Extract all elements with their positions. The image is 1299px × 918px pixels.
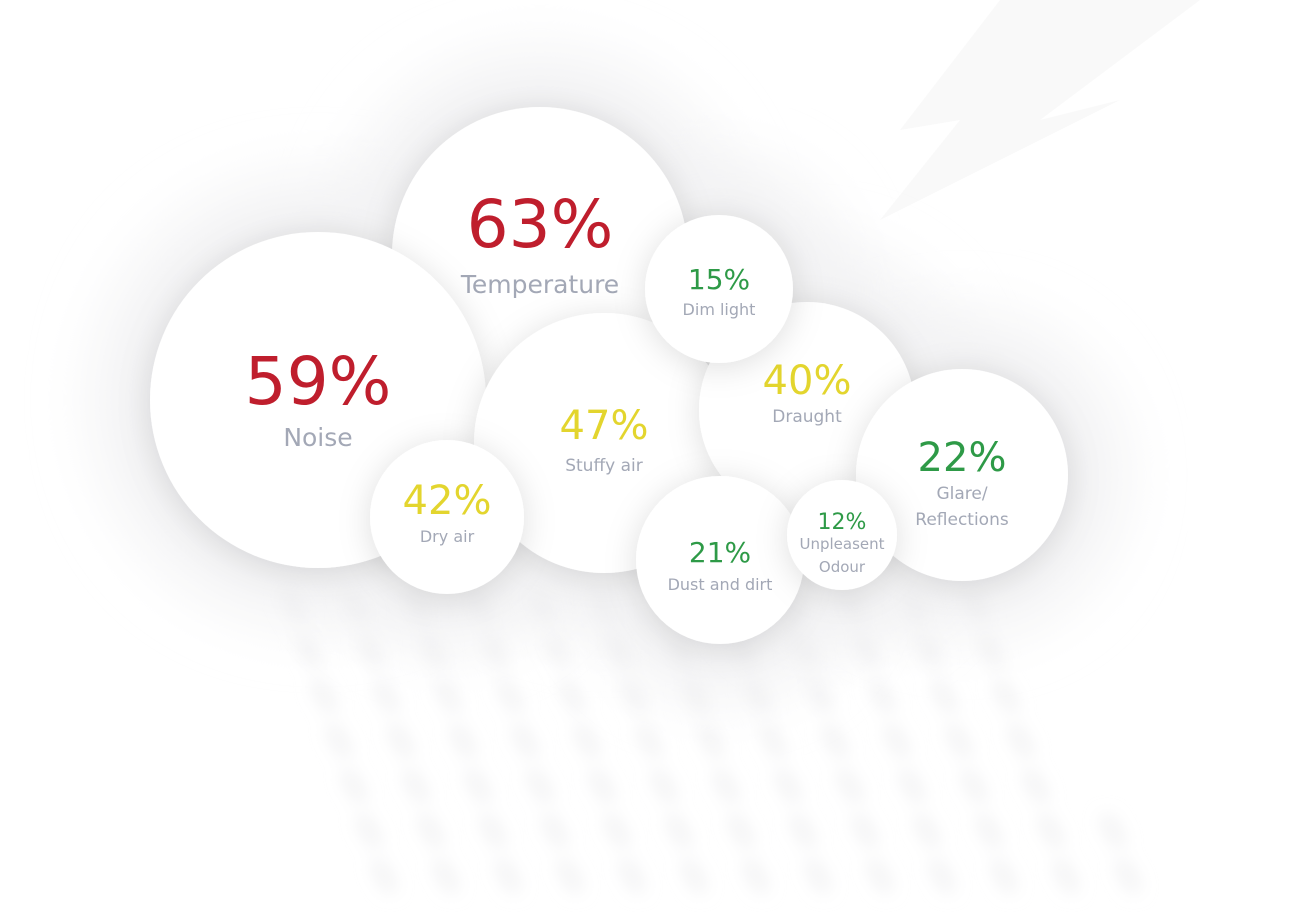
bubble-dry-air: 42% Dry air [370,440,524,594]
percent-value: 59% [245,343,392,420]
bubble-label: Stuffy air [565,456,643,476]
percent-value: 42% [403,478,492,524]
bubble-label: Reflections [915,510,1009,530]
bubble-label: Temperature [460,270,619,299]
bubble-label: Noise [283,423,352,452]
percent-value: 63% [467,186,614,263]
bubble-label: Odour [819,558,866,576]
bubble-dim-light: 15% Dim light [645,215,793,363]
percent-value: 15% [688,263,750,296]
bubble-unpleasent-odour: 12%Unpleasent Odour [787,480,897,590]
percent-value: 47% [560,403,649,449]
bubble-circle [370,440,524,594]
percent-value: 21% [689,536,751,569]
bubble-label: Glare/ [936,484,987,504]
bubble-circle [787,480,897,590]
bubble-label: Dust and dirt [668,575,773,594]
bubble-dust-and-dirt: 21% Dust and dirt [636,476,804,644]
bubble-label: Unpleasent [799,535,884,553]
lightning-bolt-shape [880,0,1200,220]
bubble-label: Dim light [683,300,756,319]
bubble-label: Dry air [420,527,475,546]
bubble-glare-reflections: 22% Glare/Reflections [856,369,1068,581]
bubble-circle [636,476,804,644]
percent-value: 12% [818,510,867,535]
bubbles: 63% Temperature 59% Noise 47% Stuffy air 42% Dr… [150,107,1068,644]
bubble-label: Draught [772,407,842,427]
bubble-circle [645,215,793,363]
bubble-circle [856,369,1068,581]
percent-value: 22% [918,435,1007,481]
percent-value: 40% [763,358,852,404]
